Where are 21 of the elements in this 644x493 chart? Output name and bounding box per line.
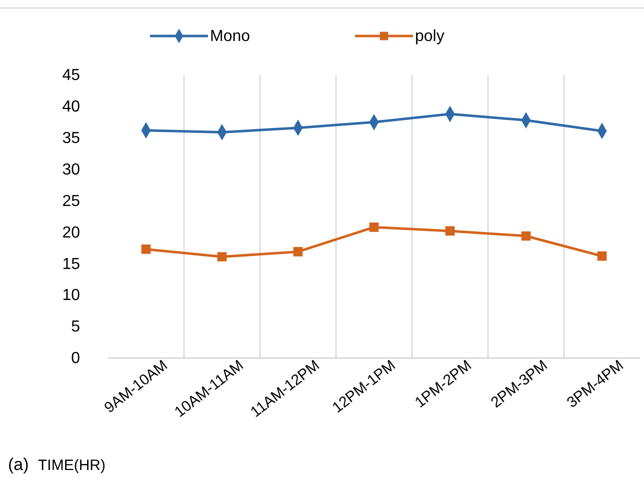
legend-label: Mono <box>210 28 250 45</box>
y-tick-label: 0 <box>71 350 80 368</box>
point <box>521 231 531 241</box>
y-tick-label: 5 <box>71 318 80 336</box>
y-tick-label: 10 <box>62 287 80 304</box>
y-tick-label: 40 <box>62 98 80 116</box>
x-axis-title: TIME(HR) <box>38 457 106 474</box>
point <box>369 222 379 232</box>
point <box>293 247 303 256</box>
y-tick-label: 35 <box>62 130 80 148</box>
y-tick-label: 15 <box>62 256 80 273</box>
y-tick-label: 30 <box>62 161 80 178</box>
legend-label: poly <box>415 28 444 45</box>
y-tick-label: 20 <box>62 224 80 242</box>
point <box>445 226 455 236</box>
y-tick-label: 45 <box>62 67 80 84</box>
point <box>597 251 607 261</box>
text: (a) <box>8 455 29 474</box>
y-tick-label: 25 <box>62 192 80 210</box>
point <box>217 252 227 262</box>
point <box>141 244 151 254</box>
